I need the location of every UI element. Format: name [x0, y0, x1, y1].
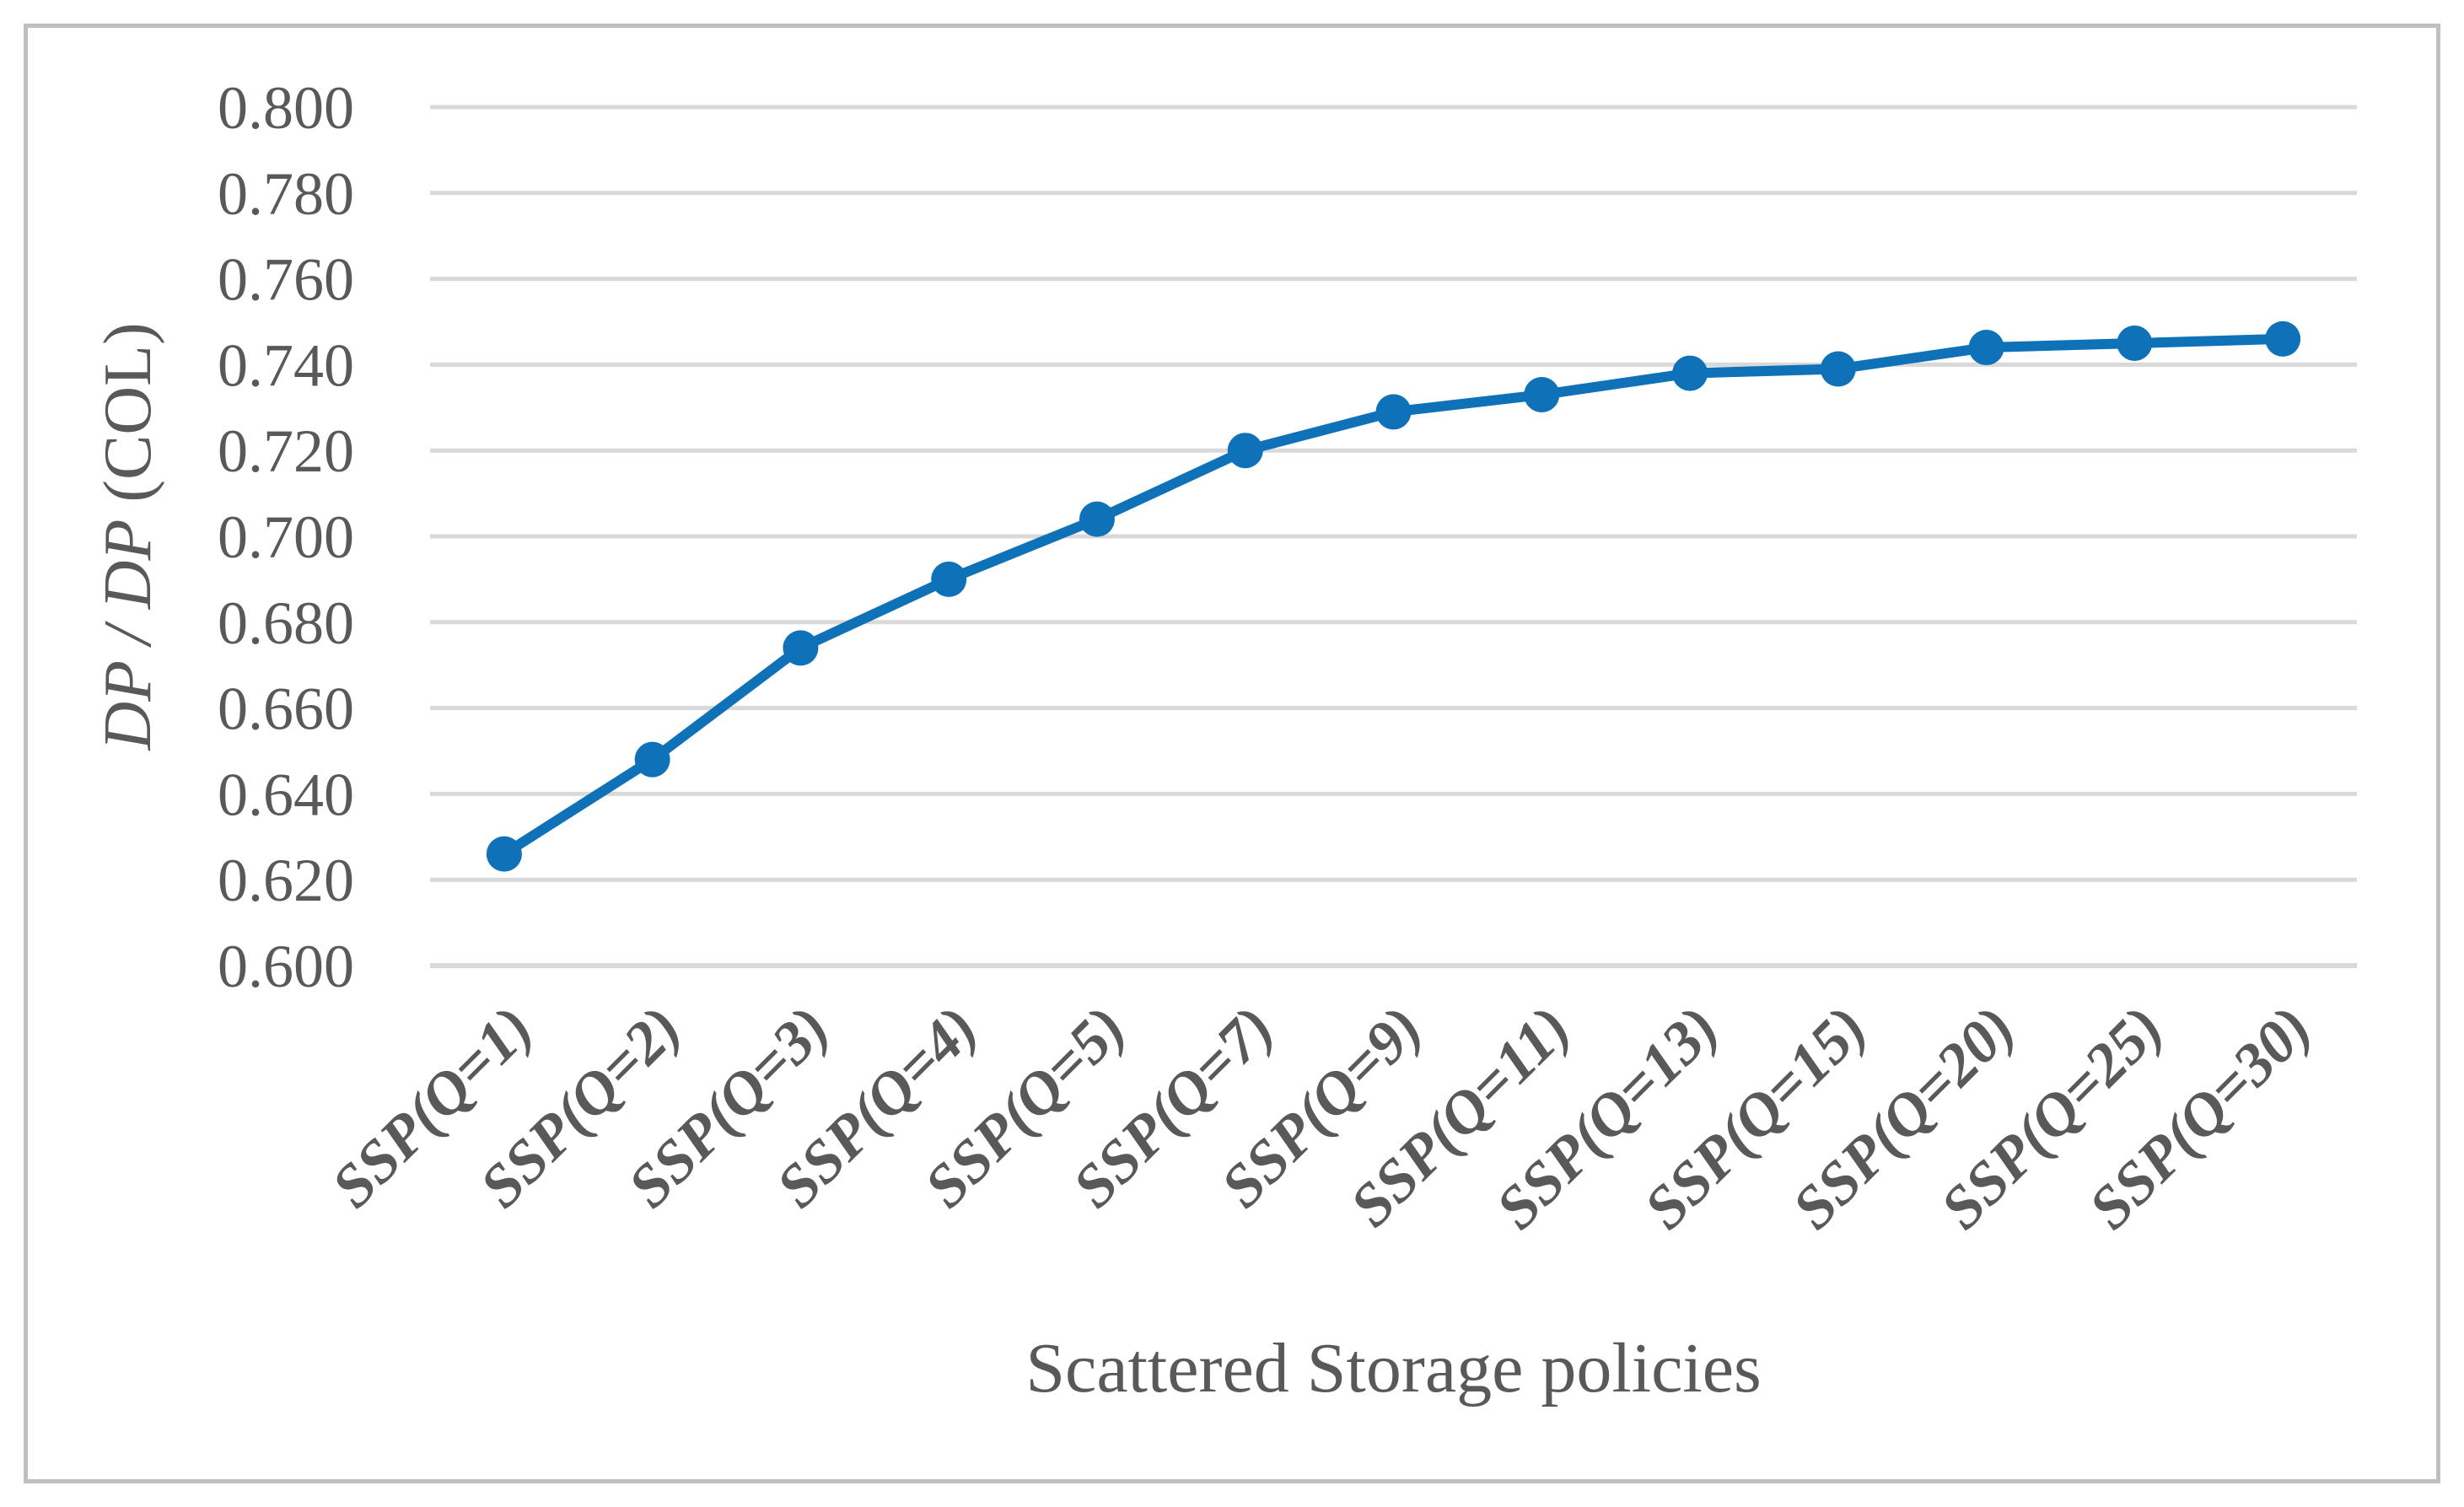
y-tick-label: 0.720 — [218, 417, 354, 485]
y-tick-label: 0.660 — [218, 675, 354, 743]
gridlines — [430, 107, 2357, 966]
y-axis-tick-labels: 0.600 0.620 0.640 0.660 0.680 0.700 0.720 0.740… — [218, 74, 354, 1000]
y-tick-label: 0.700 — [218, 503, 354, 571]
data-point — [1228, 433, 1263, 468]
x-axis-title: Scattered Storage policies — [1025, 1329, 1761, 1407]
y-axis-title: DP / DP (COL) — [91, 322, 165, 751]
data-point — [1672, 356, 1708, 391]
data-point — [783, 630, 818, 665]
data-point — [1079, 502, 1115, 537]
y-tick-label: 0.640 — [218, 761, 354, 828]
data-point — [1821, 351, 1856, 386]
data-point — [635, 742, 670, 778]
y-tick-label: 0.760 — [218, 246, 354, 314]
data-point — [1969, 330, 2004, 365]
data-point — [1376, 394, 1412, 429]
y-tick-label: 0.740 — [218, 331, 354, 399]
data-point — [931, 562, 966, 597]
y-tick-label: 0.780 — [218, 160, 354, 228]
scattered-storage-line-chart: 0.600 0.620 0.640 0.660 0.680 0.700 0.720 0.740… — [0, 0, 2464, 1507]
y-tick-label: 0.680 — [218, 589, 354, 657]
x-axis-tick-labels: SSP(Q=1)SSP(Q=2)SSP(Q=3)SSP(Q=4)SSP(Q=5)… — [319, 993, 2325, 1242]
data-point — [2117, 326, 2152, 361]
y-tick-label: 0.620 — [218, 847, 354, 914]
y-tick-label: 0.600 — [218, 933, 354, 1000]
data-points — [487, 321, 2300, 872]
data-point — [1524, 377, 1559, 412]
chart-figure: 0.600 0.620 0.640 0.660 0.680 0.700 0.720 0.740… — [0, 0, 2464, 1507]
y-axis-title-regular: (COL) — [91, 322, 165, 519]
data-point — [2265, 321, 2300, 357]
y-axis-title-italic: DP / DP — [91, 519, 165, 751]
data-point — [487, 837, 522, 872]
y-tick-label: 0.800 — [218, 74, 354, 142]
